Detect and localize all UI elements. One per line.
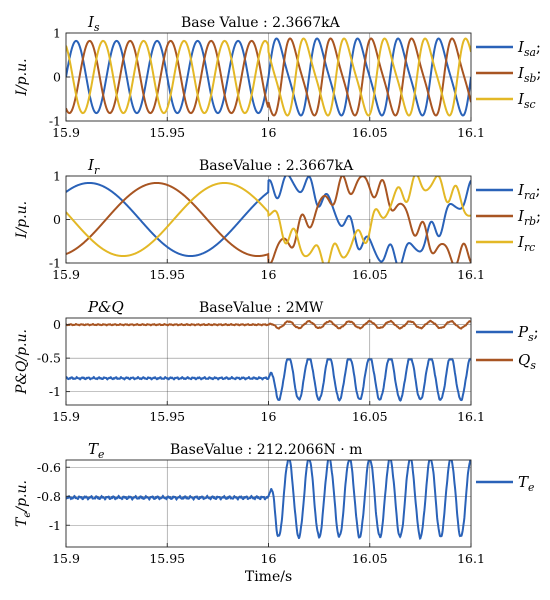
y-tick-label: -1 xyxy=(49,256,61,271)
x-tick-label: 15.9 xyxy=(52,409,80,424)
x-tick-label: 16.1 xyxy=(457,267,485,282)
y-tick-label: -0.6 xyxy=(37,460,61,475)
subplot-title: Te xyxy=(88,440,104,461)
x-tick-label: 15.95 xyxy=(149,551,185,566)
legend-entry: Ira; xyxy=(517,181,541,202)
legend: Te xyxy=(476,473,534,494)
x-axis-label: Time/s xyxy=(245,569,292,585)
x-tick-label: 16.05 xyxy=(352,125,388,140)
y-axis-label-text: P&Q/p.u. xyxy=(14,329,30,395)
x-tick-label: 15.95 xyxy=(149,409,185,424)
x-tick-label: 15.95 xyxy=(149,267,185,282)
x-tick-label: 16.1 xyxy=(457,551,485,566)
base-value-label: Base Value : 2.3667kA xyxy=(181,15,341,31)
x-tick-label: 16 xyxy=(261,409,277,424)
base-value-label: BaseValue : 2.3667kA xyxy=(199,158,354,174)
legend-entry: Te xyxy=(518,473,534,494)
y-tick-label: -1 xyxy=(49,384,61,399)
legend-entry: Isb; xyxy=(517,64,541,85)
y-axis-label-text: Te/p.u. xyxy=(14,480,33,527)
y-tick-label: -1 xyxy=(49,114,61,129)
y-tick-label: 0 xyxy=(53,212,61,227)
y-axis-label: P&Q/p.u. xyxy=(14,329,30,395)
y-tick-label: 0 xyxy=(53,317,61,332)
x-tick-label: 16.05 xyxy=(352,551,388,566)
x-tick-label: 16.1 xyxy=(457,409,485,424)
legend-entry: Isa; xyxy=(517,38,541,59)
y-tick-label: 1 xyxy=(53,169,61,184)
y-tick-label: 1 xyxy=(53,26,61,41)
legend-entry: Ps; xyxy=(517,323,539,344)
legend-entry: Irb; xyxy=(517,207,541,228)
subplot-2: 15.9 15.95 16 16.05 16.1 -1 0 1 Ir BaseValue : 2.… xyxy=(14,156,541,282)
subplot-4: 15.9 15.95 16 16.05 16.1 -1 -0.8 -0.6 Te BaseValu… xyxy=(14,440,534,585)
legend-entry: Irc xyxy=(517,233,535,254)
series-line-1 xyxy=(66,358,471,402)
series-line-1 xyxy=(66,37,471,117)
subplot-1: 15.9 15.95 16 16.05 16.1 -1 0 1 Is Base Value : 2… xyxy=(14,13,541,140)
x-tick-label: 15.95 xyxy=(149,125,185,140)
series-line-2 xyxy=(66,319,471,330)
subplot-title: Ir xyxy=(87,156,100,177)
y-axis-label: I/p.u. xyxy=(14,58,30,96)
x-tick-label: 15.9 xyxy=(52,267,80,282)
y-axis-label-text: I/p.u. xyxy=(14,201,30,239)
series-line-3 xyxy=(66,37,471,117)
series-line-1 xyxy=(66,460,471,541)
x-tick-label: 16.1 xyxy=(457,125,485,140)
y-axis-label: I/p.u. xyxy=(14,201,30,239)
legend: Isa; Isb; Isc xyxy=(476,38,541,111)
subplot-title: Is xyxy=(87,13,100,34)
y-axis-label: Te/p.u. xyxy=(14,480,33,527)
subplot-3: 15.9 15.95 16 16.05 16.1 -1 -0.5 0 P&Q BaseValue … xyxy=(14,298,539,424)
y-tick-label: 0 xyxy=(53,70,61,85)
base-value-label: BaseValue : 212.2066N · m xyxy=(170,442,362,458)
legend: Ps; Qs xyxy=(476,323,539,372)
x-tick-label: 15.9 xyxy=(52,125,80,140)
x-tick-label: 15.9 xyxy=(52,551,80,566)
legend: Ira; Irb; Irc xyxy=(476,181,541,254)
series-line-1 xyxy=(66,176,471,263)
legend-entry: Isc xyxy=(517,90,536,111)
x-tick-label: 16.05 xyxy=(352,267,388,282)
x-tick-label: 16 xyxy=(261,551,277,566)
series-line-2 xyxy=(66,37,471,117)
base-value-label: BaseValue : 2MW xyxy=(199,300,324,316)
series-line-3 xyxy=(66,176,471,263)
y-tick-label: -0.8 xyxy=(37,489,61,504)
x-tick-label: 16 xyxy=(261,125,277,140)
y-tick-label: -0.5 xyxy=(37,351,61,366)
subplot-title: P&Q xyxy=(87,298,124,316)
y-axis-label-text: I/p.u. xyxy=(14,58,30,96)
x-tick-label: 16.05 xyxy=(352,409,388,424)
legend-entry: Qs xyxy=(518,351,536,372)
x-tick-label: 16 xyxy=(261,267,277,282)
y-tick-label: -1 xyxy=(49,518,61,533)
